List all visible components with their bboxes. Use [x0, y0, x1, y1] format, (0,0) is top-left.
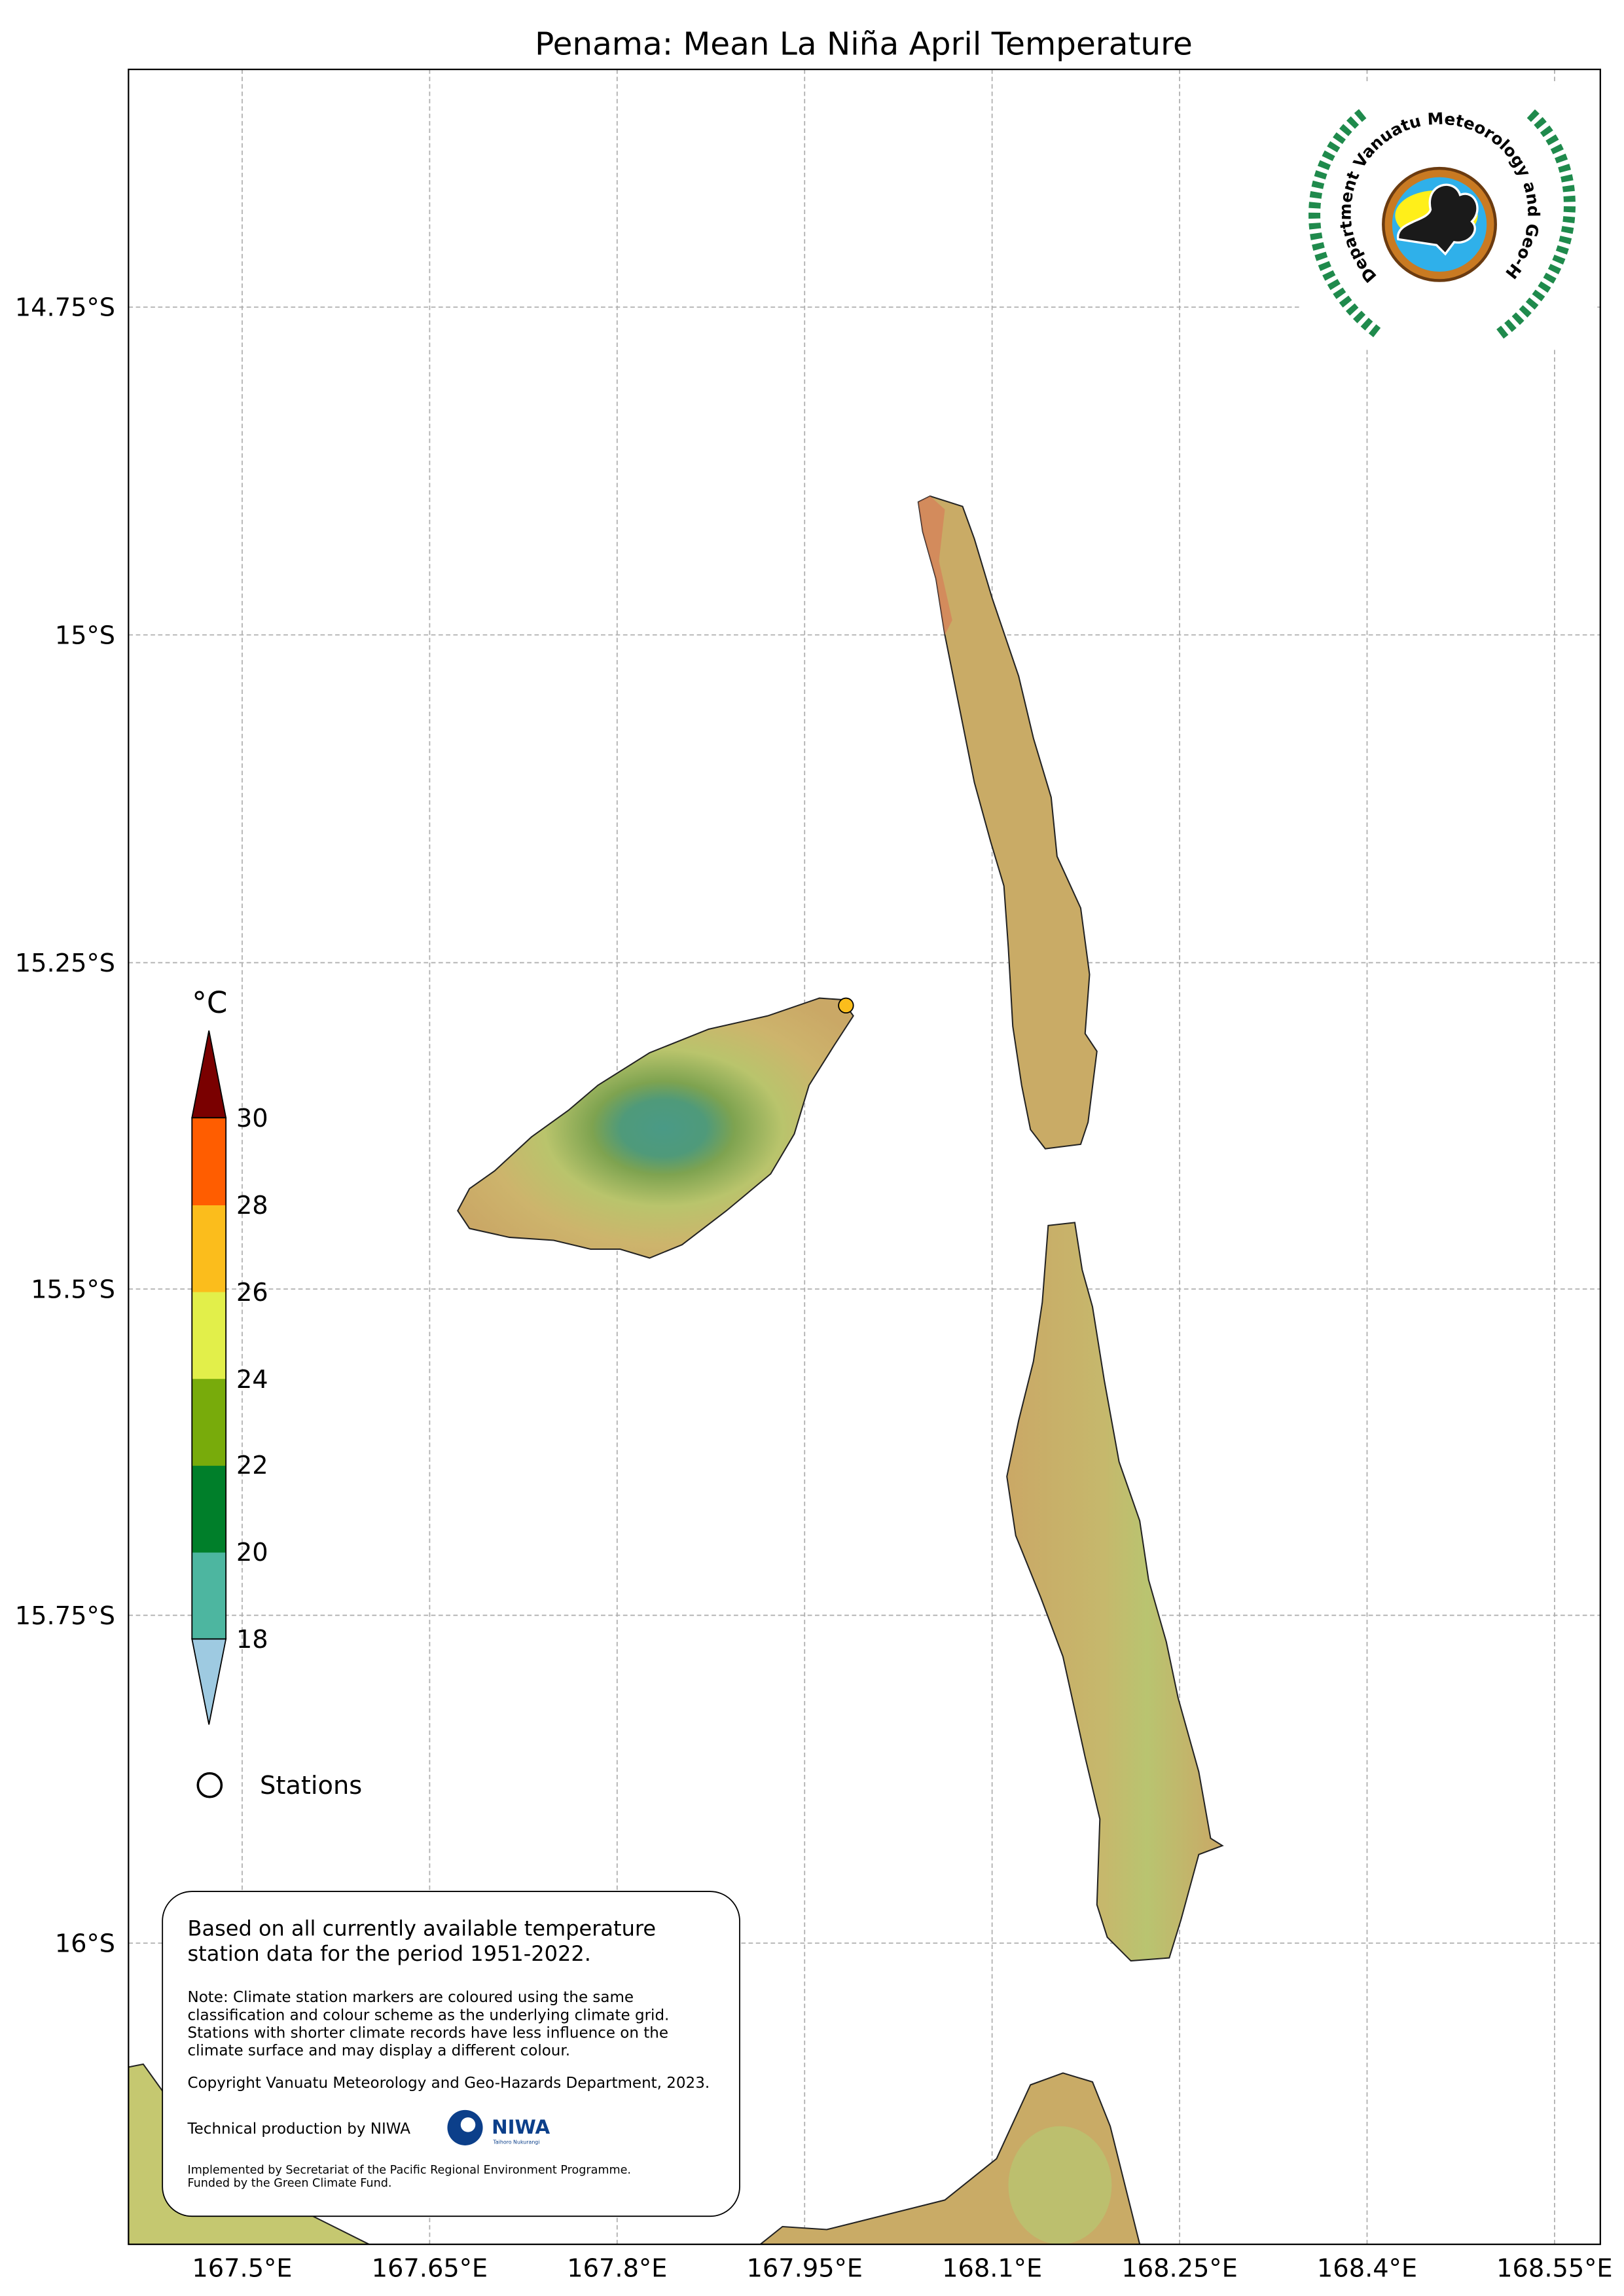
x-tick-label: 167.8°E: [567, 2254, 667, 2284]
x-tick-label: 168.25°E: [1121, 2254, 1238, 2284]
y-tick-label: 16°S: [55, 1929, 115, 1959]
colorbar-label: 30: [236, 1104, 268, 1133]
colorbar-segment: [192, 1465, 226, 1553]
x-tick-label: 167.5°E: [192, 2254, 292, 2284]
info-note-line: Note: Climate station markers are colour…: [188, 1989, 634, 2006]
colorbar-segment: [192, 1552, 226, 1640]
island-maewo-north-coast: [918, 496, 952, 635]
colorbar-segment: [192, 1378, 226, 1466]
colorbar-segment: [192, 1291, 226, 1379]
x-tick-label: 167.65°E: [372, 2254, 488, 2284]
info-technical: Technical production by NIWA: [187, 2121, 411, 2138]
y-tick-label: 14.75°S: [15, 293, 115, 323]
colorbar: °C 18 20 22 24 26 28 30: [191, 985, 268, 1725]
info-copyright: Copyright Vanuatu Meteorology and Geo-Ha…: [188, 2075, 710, 2092]
colorbar-extend-high: [191, 1030, 227, 1119]
y-tick-label: 15.25°S: [15, 949, 115, 978]
vmgd-logo: Department Vanuatu Meteorology and Geo-H…: [1299, 84, 1595, 350]
info-main-line: station data for the period 1951-2022.: [188, 1941, 591, 1966]
x-tick-label: 168.1°E: [942, 2254, 1042, 2284]
info-note-line: Stations with shorter climate records ha…: [188, 2024, 669, 2041]
colorbar-unit: °C: [192, 985, 227, 1020]
x-tick-label: 167.95°E: [746, 2254, 863, 2284]
station-marker[interactable]: [838, 997, 854, 1014]
station-legend-marker: [196, 1772, 223, 1798]
colorbar-label: 20: [236, 1538, 268, 1567]
colorbar-frame: [191, 1117, 227, 1640]
laurel-right-icon: [1494, 109, 1576, 340]
colorbar-label: 26: [236, 1278, 268, 1307]
colorbar-label: 24: [236, 1365, 268, 1394]
map-title: Penama: Mean La Niña April Temperature: [535, 26, 1193, 62]
info-implemented: Implemented by Secretariat of the Pacifi…: [188, 2164, 632, 2177]
colorbar-segment: [192, 1205, 226, 1292]
island-ambae: [457, 997, 854, 1259]
stations-legend-label: Stations: [260, 1771, 362, 1800]
y-tick-label: 15.75°S: [15, 1601, 115, 1631]
map-frame: [128, 68, 1601, 2246]
colorbar-label: 28: [236, 1191, 268, 1220]
x-tick-label: 168.55°E: [1496, 2254, 1612, 2284]
info-box: Based on all currently available tempera…: [162, 1891, 740, 2217]
x-tick-label: 168.4°E: [1317, 2254, 1417, 2284]
colorbar-label: 18: [236, 1625, 268, 1654]
map-area[interactable]: [128, 69, 1600, 2245]
info-main-line: Based on all currently available tempera…: [188, 1916, 657, 1941]
stations-legend: Stations: [196, 1771, 362, 1800]
colorbar-segment: [192, 1118, 226, 1206]
island-pentecost: [1006, 1222, 1224, 1962]
x-axis-labels: 167.5°E 167.65°E 167.8°E 167.95°E 168.1°…: [192, 2254, 1612, 2284]
niwa-logo: NIWA Taihoro Nukurangi: [447, 2109, 550, 2145]
laurel-left-icon: [1308, 109, 1384, 340]
y-axis-labels: 14.75°S 15°S 15.25°S 15.5°S 15.75°S 16°S: [15, 293, 115, 1959]
y-tick-label: 15°S: [55, 621, 115, 650]
info-note-line: classification and colour scheme as the …: [188, 2007, 670, 2024]
colorbar-label: 22: [236, 1451, 268, 1480]
info-funded: Funded by the Green Climate Fund.: [188, 2177, 392, 2190]
ambrym-highland: [1008, 2126, 1112, 2245]
info-note-line: climate surface and may display a differ…: [188, 2042, 571, 2059]
cloud-icon: [1397, 183, 1479, 256]
svg-text:Taihoro Nukurangi: Taihoro Nukurangi: [492, 2140, 539, 2145]
island-maewo: [917, 495, 1098, 1150]
svg-text:NIWA: NIWA: [492, 2116, 550, 2138]
colorbar-extend-low: [191, 1638, 227, 1725]
y-tick-label: 15.5°S: [31, 1275, 115, 1304]
